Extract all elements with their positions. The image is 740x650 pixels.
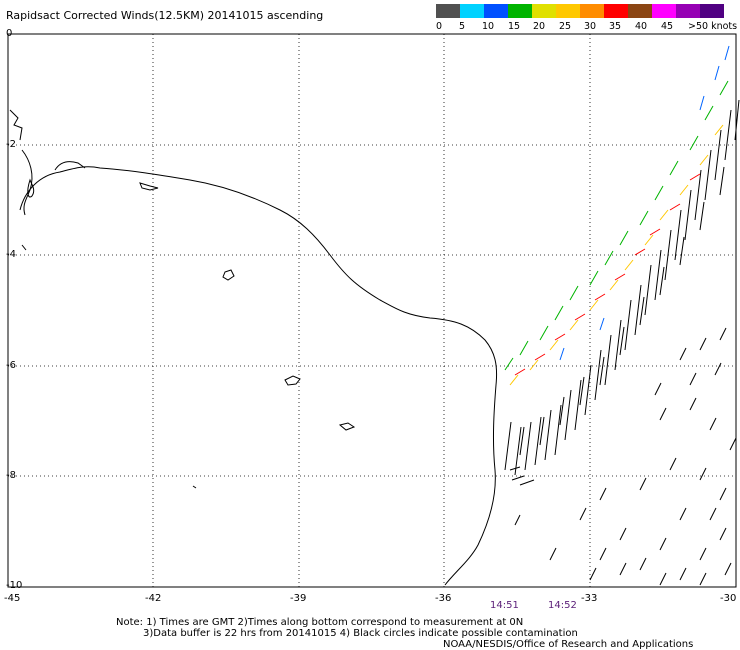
colorbar-label: 10 (482, 21, 495, 32)
colorbar-label: >50 knots (688, 21, 738, 32)
lon-label: -36 (435, 593, 452, 604)
pass-time: 14:51 (490, 600, 519, 611)
colorbar-swatch (508, 4, 532, 18)
footnote-credit: NOAA/NESDIS/Office of Research and Appli… (443, 639, 694, 650)
footnote-line-2: 3)Data buffer is 22 hrs from 20141015 4)… (143, 628, 578, 639)
colorbar-label: 20 (533, 21, 546, 32)
wind-speed-colorbar (436, 4, 724, 18)
lat-label: -4 (6, 249, 16, 260)
wind-barbs (504, 45, 740, 586)
lon-label: -33 (581, 593, 598, 604)
colorbar-label: 15 (508, 21, 521, 32)
coastline (9, 109, 498, 586)
colorbar-label: 40 (635, 21, 648, 32)
lat-label: -6 (6, 360, 16, 371)
colorbar-swatch (436, 4, 460, 18)
colorbar-label: 25 (559, 21, 572, 32)
colorbar-swatch (556, 4, 580, 18)
pass-time: 14:52 (548, 600, 577, 611)
lat-lon-grid (8, 33, 736, 587)
lon-label: -42 (145, 593, 162, 604)
lat-label: -8 (6, 470, 16, 481)
lon-label: -39 (290, 593, 307, 604)
lon-label: -30 (720, 593, 737, 604)
colorbar-label: 45 (661, 21, 674, 32)
lat-label: 0 (6, 28, 13, 39)
map-title: Rapidsact Corrected Winds(12.5KM) 201410… (6, 9, 324, 22)
lat-label: -2 (6, 139, 16, 150)
colorbar-swatch (484, 4, 508, 18)
colorbar-swatch (580, 4, 604, 18)
colorbar-swatch (532, 4, 556, 18)
colorbar-label: 35 (609, 21, 622, 32)
colorbar-swatch (460, 4, 484, 18)
colorbar-label: 0 (436, 21, 443, 32)
colorbar-labels: 0 5 10 15 20 25 30 35 40 45 >50 knots (436, 21, 738, 33)
colorbar-swatch (604, 4, 628, 18)
colorbar-swatch (700, 4, 724, 18)
colorbar-label: 5 (459, 21, 466, 32)
map-frame (7, 33, 737, 588)
colorbar-swatch (652, 4, 676, 18)
colorbar-swatch (628, 4, 652, 18)
colorbar-label: 30 (584, 21, 597, 32)
lat-label: -10 (6, 580, 23, 591)
lon-label: -45 (4, 593, 21, 604)
footnote-line-1: Note: 1) Times are GMT 2)Times along bot… (116, 617, 524, 628)
colorbar-swatch (676, 4, 700, 18)
